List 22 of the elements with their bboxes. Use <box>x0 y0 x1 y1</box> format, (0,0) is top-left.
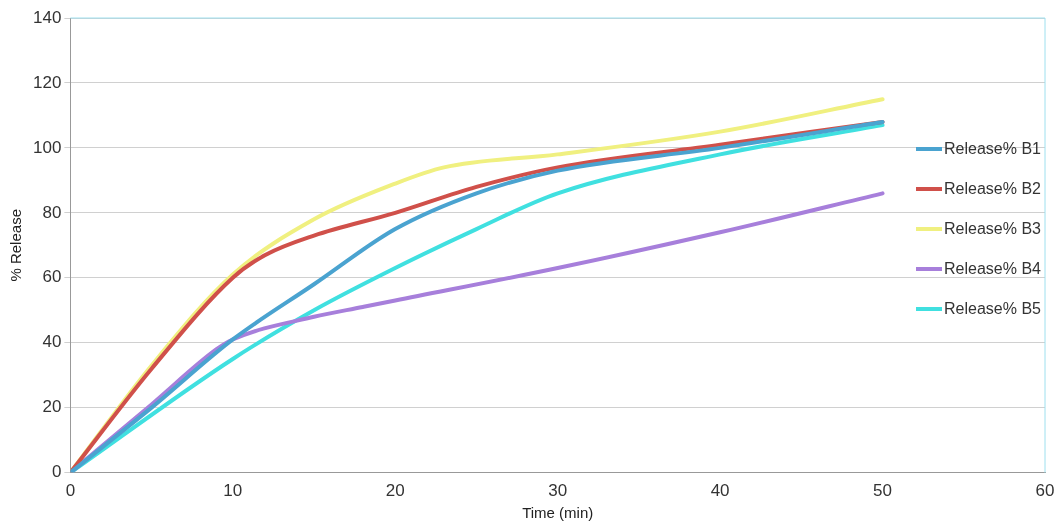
legend-label: Release% B1 <box>944 140 1041 159</box>
y-tick-label: 140 <box>32 7 62 27</box>
x-tick-label: 10 <box>223 481 243 501</box>
x-tick-label: 0 <box>65 481 76 501</box>
x-tick-label: 30 <box>548 481 568 501</box>
y-tick-label: 80 <box>42 202 62 222</box>
legend-label: Release% B3 <box>944 220 1041 239</box>
y-tick-label: 60 <box>42 267 62 287</box>
x-tick-label: 60 <box>1035 481 1055 501</box>
legend-label: Release% B4 <box>944 260 1041 279</box>
y-tick-label: 20 <box>42 397 62 417</box>
legend-label: Release% B5 <box>944 300 1041 319</box>
y-tick-label: 120 <box>32 72 62 92</box>
y-tick-label: 0 <box>51 462 62 482</box>
y-axis-title: % Release <box>7 209 25 282</box>
legend-label: Release% B2 <box>944 180 1041 199</box>
y-tick-label: 100 <box>32 137 62 157</box>
x-axis-title: Time (min) <box>522 504 594 522</box>
x-tick-label: 40 <box>710 481 730 501</box>
y-tick-label: 40 <box>42 332 62 352</box>
x-tick-label: 20 <box>385 481 405 501</box>
x-tick-label: 50 <box>873 481 893 501</box>
